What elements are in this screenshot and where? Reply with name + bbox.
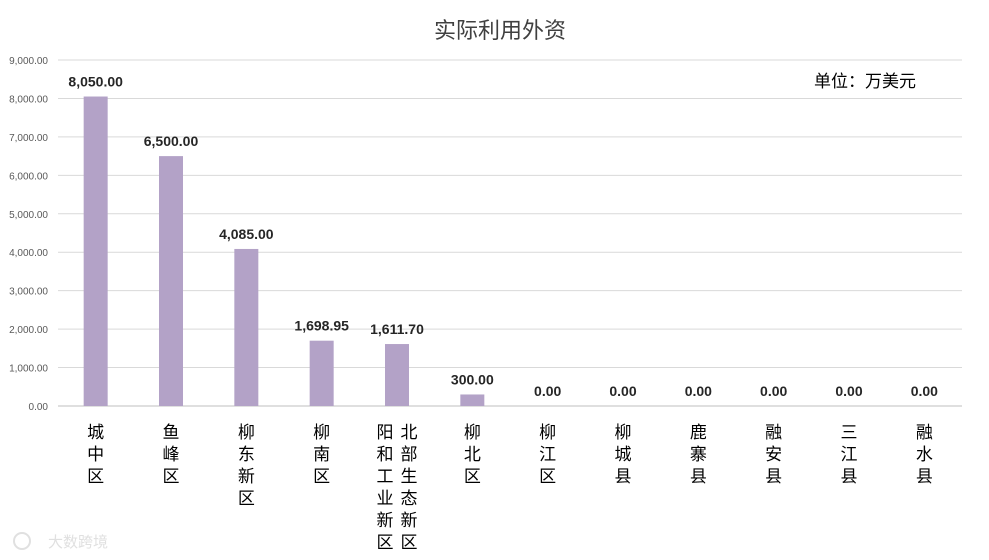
svg-text:中: 中 <box>87 445 104 465</box>
y-tick-label: 0.00 <box>29 402 49 413</box>
data-label: 0.00 <box>685 383 712 399</box>
svg-text:区: 区 <box>313 467 330 487</box>
y-tick-label: 4,000.00 <box>9 248 48 259</box>
svg-text:水: 水 <box>916 445 933 465</box>
x-tick-label: 鱼峰区 <box>163 423 180 487</box>
svg-text:江: 江 <box>841 445 858 465</box>
svg-text:县: 县 <box>841 467 858 487</box>
bar <box>460 394 485 406</box>
svg-text:区: 区 <box>377 533 394 553</box>
svg-text:县: 县 <box>690 467 707 487</box>
svg-text:生: 生 <box>401 467 418 487</box>
svg-text:阳: 阳 <box>377 423 394 443</box>
watermark-logo-icon <box>13 532 31 550</box>
svg-text:柳: 柳 <box>313 423 330 443</box>
svg-text:融: 融 <box>765 423 782 443</box>
data-label: 6,500.00 <box>144 133 199 149</box>
y-axis-ticks: 0.00 1,000.00 2,000.00 3,000.00 4,000.00 5,00… <box>9 56 48 413</box>
y-tick-label: 1,000.00 <box>9 364 48 375</box>
bar <box>385 344 409 406</box>
svg-text:城: 城 <box>87 423 104 443</box>
svg-text:区: 区 <box>401 533 418 553</box>
x-tick-label: 柳北区 <box>464 423 481 487</box>
x-tick-label: 柳南区 <box>313 423 330 487</box>
svg-text:柳: 柳 <box>539 423 556 443</box>
y-tick-label: 3,000.00 <box>9 287 48 298</box>
bar <box>309 340 334 406</box>
unit-label: 单位：万美元 <box>814 72 916 92</box>
chart-title: 实际利用外资 <box>434 19 566 44</box>
x-tick-label: 城中区 <box>87 423 104 487</box>
svg-text:江: 江 <box>539 445 556 465</box>
svg-text:鱼: 鱼 <box>163 423 180 443</box>
svg-text:新: 新 <box>401 511 418 531</box>
svg-text:区: 区 <box>163 467 180 487</box>
x-tick-label: 鹿寨县 <box>690 423 707 487</box>
data-labels: 8,050.00 6,500.00 4,085.00 1,698.95 1,611.70… <box>68 74 938 399</box>
svg-text:柳: 柳 <box>238 423 255 443</box>
svg-text:县: 县 <box>765 467 782 487</box>
svg-text:三: 三 <box>841 423 858 443</box>
svg-text:区: 区 <box>87 467 104 487</box>
data-label: 0.00 <box>911 383 938 399</box>
svg-text:柳: 柳 <box>464 423 481 443</box>
svg-text:县: 县 <box>916 467 933 487</box>
data-label: 0.00 <box>835 383 862 399</box>
x-tick-label: 三江县 <box>841 423 858 487</box>
svg-text:南: 南 <box>313 445 330 465</box>
bar <box>234 248 259 406</box>
svg-text:区: 区 <box>238 489 255 509</box>
data-label: 300.00 <box>451 371 494 387</box>
x-tick-label: 融水县 <box>916 423 933 487</box>
svg-text:区: 区 <box>539 467 556 487</box>
grid-lines <box>58 59 962 407</box>
svg-text:区: 区 <box>464 467 481 487</box>
svg-text:业: 业 <box>377 489 394 509</box>
svg-text:新: 新 <box>238 467 255 487</box>
watermark-text: 大数跨境 <box>48 533 108 551</box>
y-tick-label: 7,000.00 <box>9 133 48 144</box>
watermark: 大数跨境 <box>13 532 108 551</box>
data-label: 0.00 <box>760 383 787 399</box>
y-tick-label: 5,000.00 <box>9 210 48 221</box>
svg-text:北: 北 <box>464 445 481 465</box>
data-label: 0.00 <box>609 383 636 399</box>
svg-text:城: 城 <box>615 445 632 465</box>
svg-text:部: 部 <box>401 445 418 465</box>
svg-text:工: 工 <box>377 467 394 487</box>
x-tick-label: 柳城县 <box>615 423 632 487</box>
x-axis-labels: 城中区鱼峰区柳东新区柳南区阳和工业新区北部生态新区柳北区柳江区柳城县鹿寨县融安县… <box>87 423 933 553</box>
svg-text:融: 融 <box>916 423 933 443</box>
x-tick-label: 柳江区 <box>539 423 556 487</box>
x-tick-label: 融安县 <box>765 423 782 487</box>
data-label: 8,050.00 <box>68 74 123 90</box>
data-label: 4,085.00 <box>219 226 274 242</box>
bar <box>83 96 108 407</box>
bars <box>83 96 485 407</box>
y-tick-label: 8,000.00 <box>9 94 48 105</box>
svg-text:北: 北 <box>401 423 418 443</box>
y-tick-label: 2,000.00 <box>9 325 48 336</box>
data-label: 1,698.95 <box>294 318 349 334</box>
svg-text:鹿: 鹿 <box>690 423 707 443</box>
svg-text:东: 东 <box>238 445 255 465</box>
svg-text:峰: 峰 <box>163 445 180 465</box>
svg-text:寨: 寨 <box>690 445 707 465</box>
y-tick-label: 9,000.00 <box>9 56 48 67</box>
data-label: 0.00 <box>534 383 561 399</box>
svg-text:柳: 柳 <box>615 423 632 443</box>
svg-text:态: 态 <box>401 489 418 509</box>
bar <box>159 156 183 406</box>
svg-text:安: 安 <box>765 445 782 465</box>
y-tick-label: 6,000.00 <box>9 171 48 182</box>
data-label: 1,611.70 <box>370 321 424 337</box>
svg-text:县: 县 <box>615 467 632 487</box>
svg-text:新: 新 <box>377 511 394 531</box>
svg-text:和: 和 <box>377 445 394 465</box>
